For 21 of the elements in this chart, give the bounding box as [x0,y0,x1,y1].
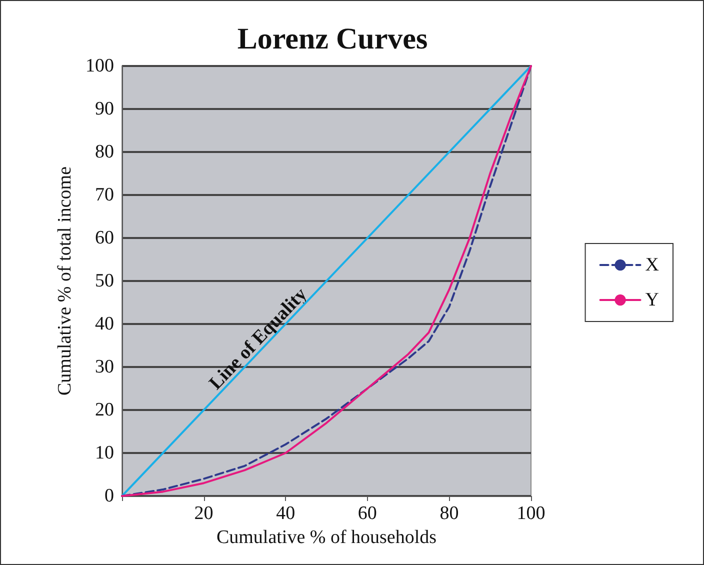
x-tick-label: 60 [358,503,377,524]
y-tick-label: 50 [95,270,114,292]
y-tick-label: 0 [104,486,114,506]
y-tick-label: 70 [95,184,114,206]
x-axis-title: Cumulative % of households [216,526,437,548]
y-axis-title: Cumulative % of total income [54,166,76,396]
y-tick-label: 100 [86,56,114,76]
y-tick-label: 60 [95,228,114,248]
x-tick-label: 80 [440,503,459,524]
y-tick-label: 20 [95,400,114,420]
legend-label: X [645,254,660,276]
legend-label: Y [645,290,660,310]
x-tick-label: 20 [194,503,214,524]
y-tick-label: 80 [95,142,114,162]
y-tick-label: 90 [95,98,114,120]
y-tick-label: 30 [95,356,114,378]
x-tick-label: 40 [276,503,296,524]
y-tick-label: 10 [95,442,114,464]
x-tick-label: 100 [516,503,546,524]
chart-title: Lorenz Curves [237,22,428,56]
y-tick-label: 40 [95,314,114,334]
